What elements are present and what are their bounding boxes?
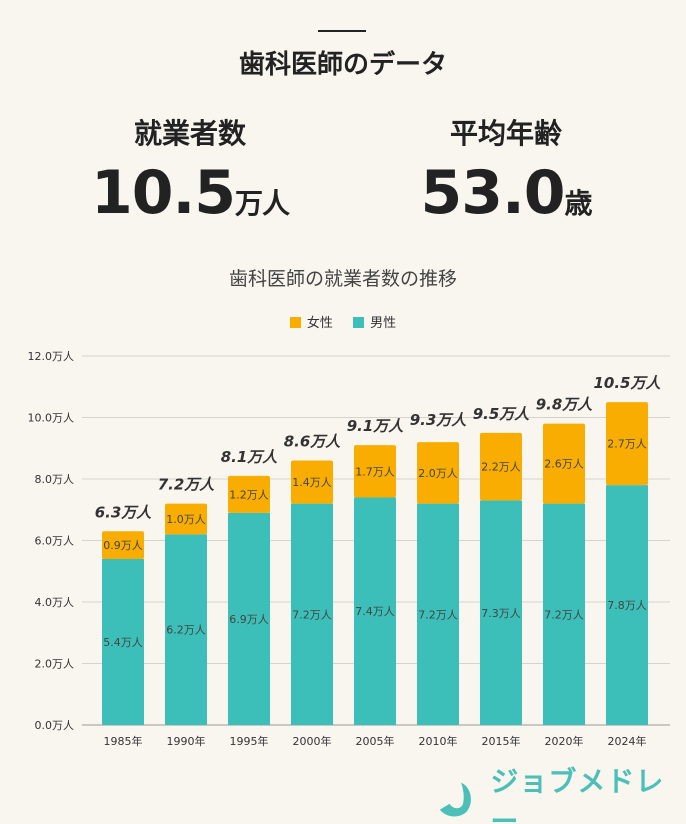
stat-value: 10.5万人: [40, 158, 340, 228]
bar-segment-male: [480, 500, 522, 725]
bar-data-label: 1.7万人: [355, 465, 395, 478]
x-tick-label: 1990年: [167, 734, 206, 748]
bar-segment-male: [417, 503, 459, 725]
bar-data-label: 1.2万人: [229, 488, 269, 501]
bar-segment-male: [291, 503, 333, 725]
legend-label: 男性: [370, 316, 397, 331]
bar-data-label: 2.6万人: [544, 458, 584, 471]
bar-segment-female: [102, 531, 144, 559]
y-tick-label: 8.0万人: [35, 473, 75, 486]
y-tick-label: 2.0万人: [35, 658, 75, 671]
bar-total-label: 9.8万人: [536, 396, 594, 414]
bar-data-label: 7.4万人: [355, 605, 395, 618]
bar-segment-male: [228, 512, 270, 725]
bar-data-label: 7.2万人: [418, 608, 458, 621]
stat-number: 53.0: [420, 158, 565, 228]
page-title: 歯科医師のデータ: [238, 50, 447, 80]
x-tick-label: 2024年: [608, 734, 647, 748]
bar-data-label: 2.2万人: [481, 461, 521, 474]
legend-swatch: [353, 317, 365, 328]
x-tick-label: 2010年: [419, 734, 458, 748]
x-tick-label: 2005年: [356, 734, 395, 748]
bar-segment-female: [165, 503, 207, 535]
x-tick-label: 2015年: [482, 734, 521, 748]
bar-total-label: 9.5万人: [473, 405, 531, 423]
bar-data-label: 0.9万人: [103, 539, 143, 552]
bar-segment-male: [102, 558, 144, 725]
bar-total-label: 7.2万人: [158, 476, 216, 494]
bar-segment-female: [417, 442, 459, 504]
bar-total-label: 8.6万人: [284, 433, 342, 451]
bar-segment-male: [606, 485, 648, 725]
y-tick-label: 0.0万人: [35, 719, 75, 732]
bar-segment-female: [606, 402, 648, 486]
x-tick-label: 1985年: [104, 734, 143, 748]
bar-segment-female: [480, 432, 522, 501]
stat-age: 平均年齢 53.0歳: [356, 112, 656, 228]
bar-data-label: 7.2万人: [544, 608, 584, 621]
title-divider: [318, 30, 366, 32]
bar-data-label: 7.3万人: [481, 607, 521, 620]
bar-segment-female: [228, 475, 270, 513]
stat-label: 就業者数: [133, 117, 246, 150]
bar-data-label: 2.0万人: [418, 467, 458, 480]
stat-label: 平均年齢: [449, 117, 562, 150]
bar-data-label: 6.9万人: [229, 613, 269, 626]
logo: ジョブメドレー: [436, 760, 686, 824]
legend-item-male: 男性: [353, 316, 396, 331]
chart-title: 歯科医師の就業者数の推移: [228, 268, 457, 290]
bar-chart: 0.0万人 2.0万人 4.0万人 6.0万人 8.0万人 10.0万人 12.0万人 5.4…: [28, 350, 670, 748]
bar-segment-female: [291, 460, 333, 504]
x-tick-label: 2000年: [293, 734, 332, 748]
y-tick-label: 4.0万人: [35, 596, 75, 609]
x-tick-label: 1995年: [230, 734, 269, 748]
stat-value: 53.0歳: [356, 158, 656, 228]
bar-segment-male: [165, 534, 207, 725]
stat-unit: 歳: [564, 187, 593, 220]
bar-segment-male: [543, 503, 585, 725]
logo-text: ジョブメドレー: [490, 765, 665, 824]
y-tick-label: 6.0万人: [35, 535, 75, 548]
bar-data-label: 7.8万人: [607, 599, 647, 612]
bar-data-label: 6.2万人: [166, 624, 206, 637]
bar-data-label: 7.2万人: [292, 608, 332, 621]
stat-unit: 万人: [235, 187, 290, 220]
y-tick-label: 12.0万人: [28, 350, 75, 363]
bar-data-label: 2.7万人: [607, 438, 647, 451]
stat-number: 10.5: [90, 158, 236, 228]
bar-total-label: 9.3万人: [410, 411, 468, 429]
bar-total-label: 9.1万人: [347, 417, 405, 435]
bar-total-label: 8.1万人: [221, 448, 279, 466]
bar-data-label: 1.0万人: [166, 513, 206, 526]
bar-total-label: 10.5万人: [593, 374, 661, 392]
bar-segment-female: [543, 423, 585, 504]
bar-segment-male: [354, 497, 396, 725]
bar-segment-female: [354, 445, 396, 498]
legend-swatch: [289, 317, 301, 328]
chart-legend: 女性 男性: [0, 312, 686, 331]
legend-item-female: 女性: [289, 316, 333, 331]
legend-label: 女性: [306, 316, 333, 331]
stat-workers: 就業者数 10.5万人: [40, 112, 340, 228]
y-tick-label: 10.0万人: [28, 412, 75, 425]
bar-total-label: 6.3万人: [95, 503, 153, 521]
bar-data-label: 5.4万人: [103, 636, 143, 649]
logo-icon: [439, 782, 471, 817]
bar-data-label: 1.4万人: [292, 476, 332, 489]
x-tick-label: 2020年: [545, 734, 584, 748]
